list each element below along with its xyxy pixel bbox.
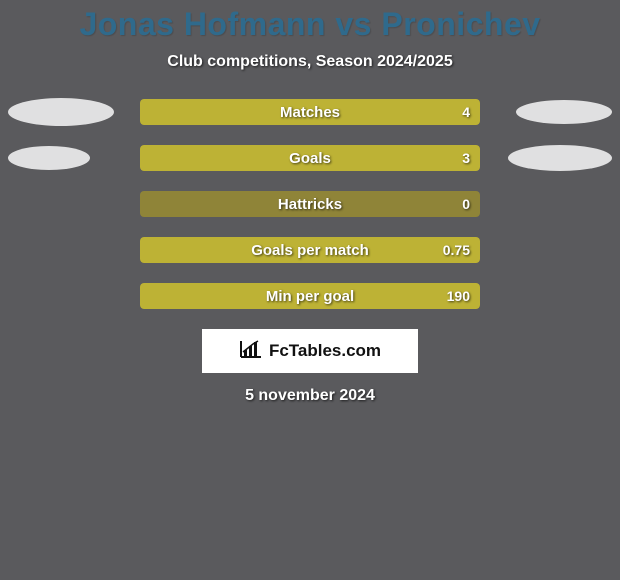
bar-fill: [140, 99, 480, 125]
stat-rows: Matches4 Goals3 Hattricks0 Goals per match0…: [0, 99, 620, 309]
bar-track: Matches4: [140, 99, 480, 125]
stat-row: Min per goal190: [0, 283, 620, 309]
bar-track: Min per goal190: [140, 283, 480, 309]
page-subtitle: Club competitions, Season 2024/2025: [0, 53, 620, 71]
ellipse-marker-right: [508, 145, 612, 171]
bar-track: Goals per match0.75: [140, 237, 480, 263]
bar-track: Hattricks0: [140, 191, 480, 217]
bar-track: Goals3: [140, 145, 480, 171]
stat-row: Goals per match0.75: [0, 237, 620, 263]
stat-row: Matches4: [0, 99, 620, 125]
brand-logo[interactable]: FcTables.com: [202, 329, 418, 373]
bar-fill: [140, 283, 480, 309]
ellipse-marker-right: [516, 100, 612, 124]
ellipse-marker-left: [8, 146, 90, 170]
stat-row: Goals3: [0, 145, 620, 171]
bar-fill: [140, 237, 480, 263]
stat-row: Hattricks0: [0, 191, 620, 217]
brand-text: FcTables.com: [269, 341, 381, 361]
page: Jonas Hofmann vs Pronichev Club competit…: [0, 0, 620, 580]
date-text: 5 november 2024: [0, 387, 620, 405]
page-title: Jonas Hofmann vs Pronichev: [0, 6, 620, 43]
bar-label: Hattricks: [140, 191, 480, 217]
bar-value: 0: [462, 191, 470, 217]
bar-fill: [140, 145, 480, 171]
ellipse-marker-left: [8, 98, 114, 126]
bar-chart-icon: [239, 339, 263, 364]
